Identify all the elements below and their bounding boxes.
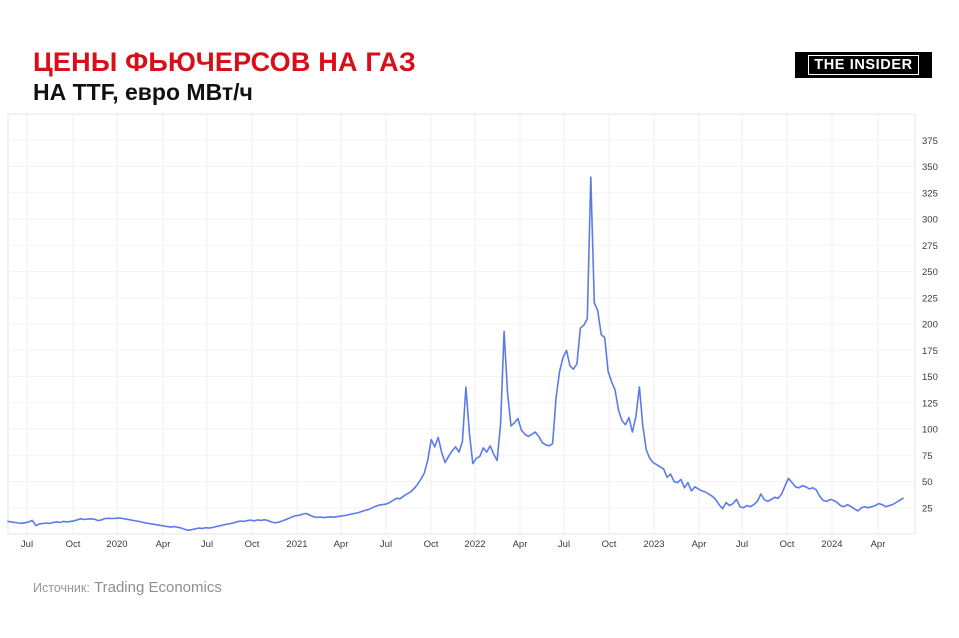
y-tick-label: 350 [922,162,938,173]
source-value: Trading Economics [94,579,222,596]
page-title: ЦЕНЫ ФЬЮЧЕРСОВ НА ГАЗ [33,47,416,77]
y-tick-label: 200 [922,320,938,331]
y-tick-label: 25 [922,503,933,514]
x-tick-label: Jul [380,539,392,550]
plot-frame [7,113,916,535]
x-tick-label: Jul [21,539,33,550]
page-subtitle: НА TTF, евро МВт/ч [33,79,253,105]
y-tick-label: 75 [922,451,933,462]
x-tick-label: Oct [602,539,617,550]
y-axis-labels: 25 50 75 100 125 150 175 200 225 250 275 300 325 350 3… [922,136,938,514]
y-tick-label: 50 [922,477,933,488]
the-insider-logo: THE INSIDER [795,52,932,78]
ttf-price-series [7,176,904,532]
y-tick-label: 250 [922,267,938,278]
y-tick-label: 325 [922,188,938,199]
y-tick-label: 275 [922,241,938,252]
x-tick-label: Apr [871,539,886,550]
x-tick-label: Apr [513,539,528,550]
x-tick-label: Apr [692,539,707,550]
horizontal-gridlines [8,139,915,509]
source-line: Источник: Trading Economics [33,579,222,596]
x-tick-label: Jul [558,539,570,550]
x-tick-label: 2024 [821,539,842,550]
x-axis-labels: Jul Oct 2020 Apr Jul Oct 2021 Apr Jul Oct 2022 Apr J… [21,539,885,550]
x-tick-label: Oct [424,539,439,550]
y-tick-label: 225 [922,293,938,304]
y-tick-label: 175 [922,346,938,357]
x-tick-label: Oct [245,539,260,550]
x-tick-label: Jul [736,539,748,550]
y-tick-label: 100 [922,425,938,436]
price-line [7,176,904,532]
y-tick-label: 150 [922,372,938,383]
x-tick-label: Apr [334,539,349,550]
source-label: Источник: [33,581,90,595]
x-tick-label: Oct [66,539,81,550]
x-tick-label: Apr [156,539,171,550]
x-tick-label: 2020 [106,539,127,550]
y-tick-label: 300 [922,215,938,226]
x-tick-label: 2021 [286,539,307,550]
the-insider-logo-text: THE INSIDER [808,55,919,75]
x-tick-label: 2023 [643,539,664,550]
y-tick-label: 125 [922,398,938,409]
y-tick-label: 375 [922,136,938,147]
x-tick-label: 2022 [464,539,485,550]
x-tick-label: Jul [201,539,213,550]
x-tick-label: Oct [780,539,795,550]
